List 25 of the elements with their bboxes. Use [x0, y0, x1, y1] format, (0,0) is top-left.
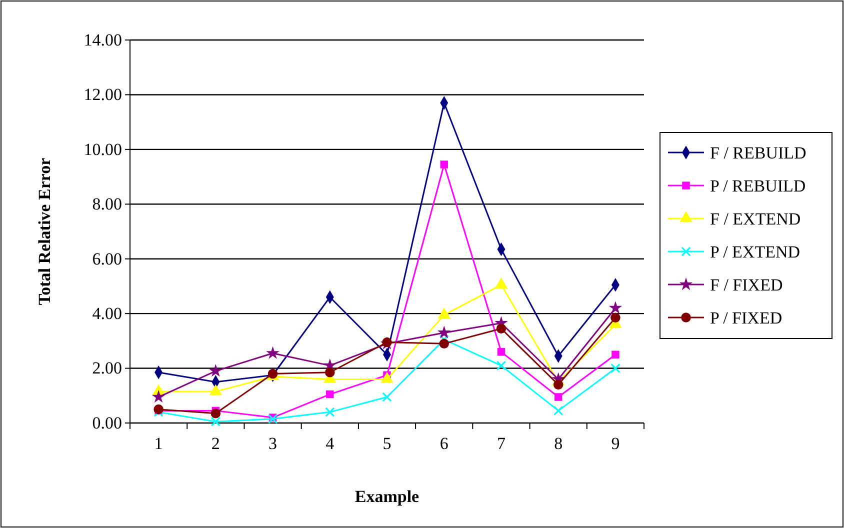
- legend-label: F / REBUILD: [710, 144, 806, 162]
- legend-label: F / FIXED: [710, 276, 783, 294]
- y-tick-label: 8.00: [92, 194, 122, 214]
- x-axis-title: Example: [354, 487, 420, 506]
- y-tick-label: 6.00: [92, 249, 122, 268]
- legend-label: P / REBUILD: [710, 176, 806, 196]
- x-tick-label: 3: [268, 434, 278, 454]
- x-tick-label: 8: [554, 434, 563, 454]
- y-tick-label: 14.00: [84, 30, 122, 50]
- x-tick-label: 9: [611, 434, 620, 454]
- x-tick-label: 6: [440, 434, 448, 454]
- legend-label: F / EXTEND: [710, 210, 801, 228]
- y-tick-label: 12.00: [84, 85, 122, 104]
- y-axis-title: Total Relative Error: [35, 157, 54, 306]
- legend-label: P / EXTEND: [710, 242, 800, 262]
- y-tick-label: 10.00: [84, 140, 122, 159]
- legend-label: P / FIXED: [710, 308, 782, 328]
- x-tick-label: 4: [326, 434, 335, 454]
- x-tick-label: 5: [382, 434, 392, 454]
- y-tick-label: 0.00: [92, 413, 122, 432]
- y-tick-label: 2.00: [92, 358, 122, 378]
- x-tick-label: 2: [211, 434, 220, 454]
- x-tick-label: 7: [496, 434, 506, 454]
- y-tick-label: 4.00: [92, 304, 122, 324]
- x-tick-label: 1: [154, 434, 163, 454]
